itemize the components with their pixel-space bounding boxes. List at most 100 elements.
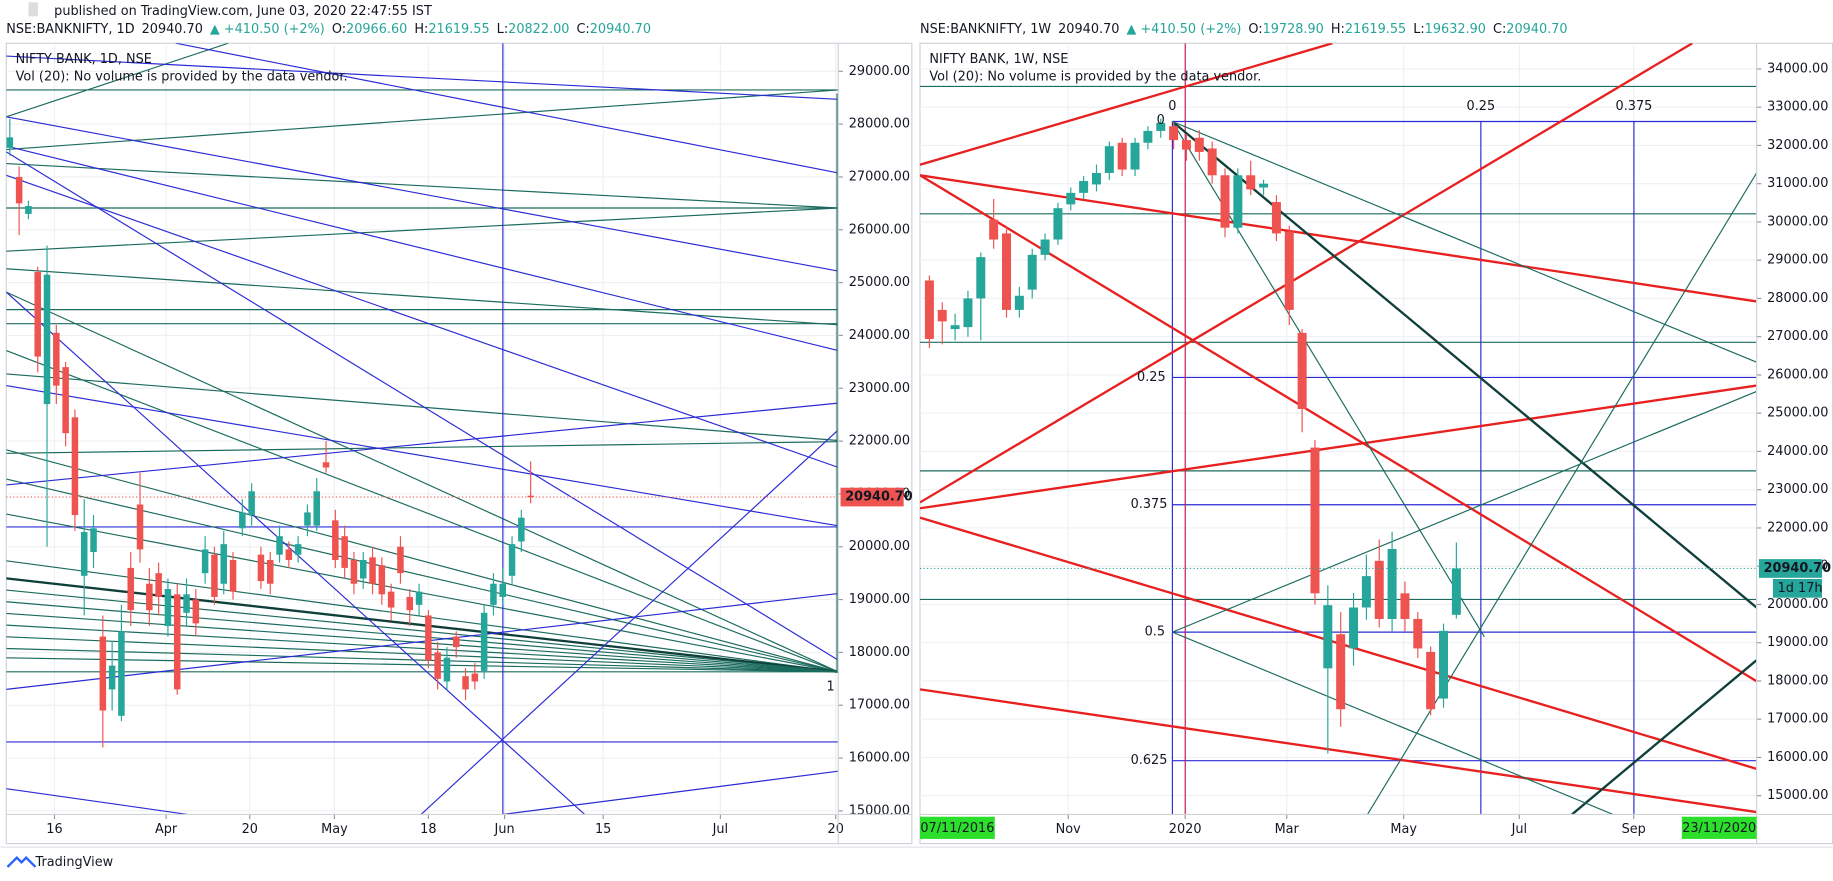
candle-body — [378, 565, 386, 595]
candle-body — [950, 325, 960, 330]
fib-label: 0.25 — [1137, 370, 1166, 385]
candle-body — [963, 298, 973, 328]
candle-body — [1336, 634, 1346, 710]
candle-body — [1207, 148, 1217, 176]
trend-line — [6, 788, 188, 815]
candle-body — [34, 272, 41, 357]
trend-line — [920, 43, 1693, 504]
candle-body — [387, 591, 395, 608]
candle-body — [155, 573, 162, 597]
x-tick-label: Jul — [712, 822, 729, 837]
header-segment: 20966.60 — [346, 22, 407, 37]
candle-body — [239, 512, 246, 529]
candle-body — [359, 559, 367, 579]
fan-line — [6, 291, 839, 673]
candle-body — [1284, 231, 1294, 310]
header-segment: 19632.90 — [1425, 22, 1486, 37]
trend-line — [6, 116, 839, 272]
price-tag: 20940.70 — [845, 490, 912, 505]
candle-body — [1220, 175, 1230, 228]
candle-body — [201, 549, 209, 574]
x-tick-label: 18 — [420, 822, 436, 837]
candle-body — [976, 257, 986, 299]
candle-body — [1374, 560, 1384, 619]
candles — [6, 118, 839, 748]
trend-line — [6, 162, 839, 209]
price-tag: 20940.70 — [1764, 561, 1831, 576]
fan-line — [6, 589, 839, 673]
candle-body — [443, 657, 451, 682]
fan-line — [6, 601, 839, 673]
candle-body — [1040, 239, 1050, 255]
fib-label: 0.625 — [1131, 753, 1168, 768]
candle-body — [490, 583, 497, 605]
fib-label: 0 — [1157, 113, 1165, 128]
y-tick-label: 17000.00 — [1767, 712, 1828, 727]
y-tick-label: 20000.00 — [1767, 597, 1828, 612]
trend-line — [1172, 120, 1757, 363]
candle-body — [471, 673, 479, 682]
fan-line — [6, 636, 839, 673]
trend-line — [6, 174, 839, 468]
chart-subtitle: Vol (20): No volume is provided by the d… — [929, 70, 1261, 85]
candle-body — [1130, 142, 1140, 170]
chart-header: NSE:BANKNIFTY, 1D 20940.70 ▲ +410.50 (+2%)… — [6, 22, 651, 37]
y-tick-label: 18000.00 — [1767, 673, 1828, 688]
y-tick-label: 29000.00 — [849, 64, 910, 79]
candle-body — [164, 589, 172, 627]
candle-body — [1027, 254, 1037, 290]
date-range-label: 23/11/2020 — [1682, 821, 1756, 836]
candle-body — [1091, 172, 1101, 185]
candle-body — [1451, 568, 1461, 615]
x-tick-label: 16 — [46, 822, 62, 837]
candle-body — [1233, 175, 1243, 228]
chart-subtitle: Vol (20): No volume is provided by the d… — [16, 70, 348, 85]
trend-line — [6, 441, 839, 454]
y-tick-label: 30000.00 — [1767, 214, 1828, 229]
fan-line — [6, 577, 839, 674]
candle-body — [80, 531, 88, 576]
y-tick-label: 17000.00 — [849, 698, 910, 713]
date-range-bg — [920, 816, 995, 839]
candle-body — [406, 596, 413, 611]
fan-line — [6, 560, 839, 673]
candle-body — [989, 219, 999, 240]
candle-body — [276, 536, 283, 555]
candle-body — [1271, 202, 1281, 234]
candle-body — [1259, 183, 1269, 188]
grid-layer — [920, 43, 1757, 815]
candle-body — [220, 544, 227, 584]
grid-layer — [6, 43, 839, 815]
candle-body — [1104, 146, 1114, 173]
header-segment: 19728.90 — [1263, 22, 1324, 37]
candle-body — [248, 491, 255, 516]
trend-line — [6, 385, 839, 527]
candle-body — [1169, 126, 1179, 141]
candle-body — [1387, 548, 1397, 619]
candle-body — [1117, 142, 1127, 170]
header-segment: NSE:BANKNIFTY, 1D — [6, 22, 134, 37]
y-tick-label: 24000.00 — [1767, 444, 1828, 459]
candle-body — [183, 594, 190, 613]
header-segment: ▲ +410.50 (+2%) — [210, 22, 325, 37]
candle-body — [452, 636, 460, 648]
candle-body — [1181, 140, 1191, 150]
candle-body — [1066, 192, 1076, 205]
candle-body — [99, 636, 107, 711]
y-tick-label: 25000.00 — [849, 275, 910, 290]
candle-body — [211, 554, 218, 597]
countdown: 1d 17h — [1778, 581, 1823, 596]
y-tick-label: 31000.00 — [1767, 176, 1828, 191]
candle-body — [285, 549, 293, 560]
candle-body — [1361, 576, 1371, 608]
y-tick-label: 27000.00 — [1767, 329, 1828, 344]
y-tick-label: 29000.00 — [1767, 253, 1828, 268]
candle-body — [1156, 122, 1166, 131]
candle-body — [1246, 175, 1256, 190]
countdown-bg — [1772, 578, 1823, 598]
header-segment: 21619.55 — [428, 22, 489, 37]
trend-line — [502, 770, 839, 815]
candle-body — [462, 676, 469, 690]
header-segment: ▲ +410.50 (+2%) — [1126, 22, 1241, 37]
